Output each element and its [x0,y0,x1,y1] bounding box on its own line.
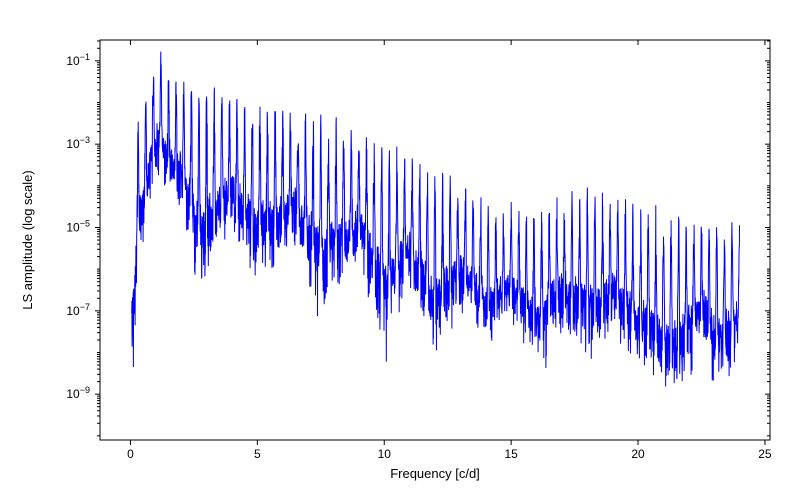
x-tick-label: 5 [254,447,261,461]
x-tick-label: 0 [127,447,134,461]
spectrum-chart: 0 5 10 15 20 25 10−9 10−7 10−5 10−3 10−1 Frequency … [0,0,800,500]
y-tick-label: 10−7 [66,302,90,318]
y-tick-label: 10−3 [66,135,90,151]
spectrum-line [132,52,740,387]
x-tick-label: 15 [504,447,518,461]
y-axis-label: LS amplitude (log scale) [20,170,35,309]
x-tick-label: 10 [378,447,392,461]
y-tick-label: 10−5 [66,219,90,235]
chart-svg: 0 5 10 15 20 25 10−9 10−7 10−5 10−3 10−1 Frequency … [0,0,800,500]
y-tick-label: 10−1 [66,52,90,68]
x-axis-label: Frequency [c/d] [390,466,480,481]
x-tick-label: 20 [631,447,645,461]
x-tick-label: 25 [758,447,772,461]
y-tick-label: 10−9 [66,385,90,401]
